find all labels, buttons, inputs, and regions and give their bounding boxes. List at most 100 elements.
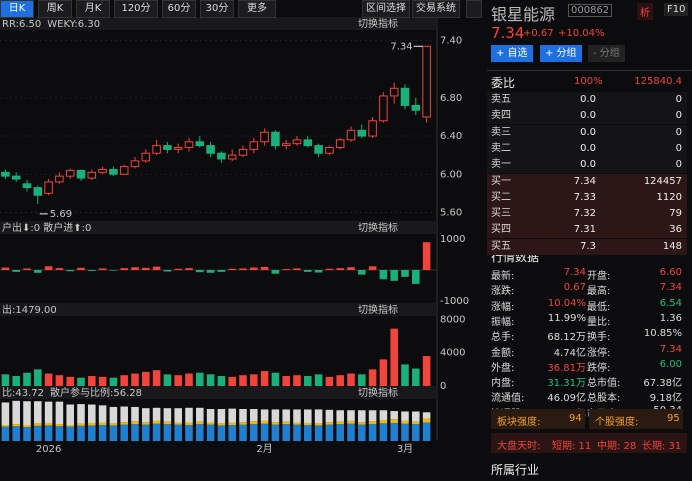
flow-bar (314, 270, 323, 273)
tool-button[interactable]: 交易系统 (412, 0, 460, 18)
ratio-segment (282, 424, 290, 441)
volume-bar (88, 376, 96, 386)
volume-bar (1, 374, 10, 386)
strength-box (589, 409, 683, 429)
y-tick-label: 0 (440, 381, 446, 392)
tab[interactable]: 120分 (114, 0, 158, 18)
candle-body (314, 145, 323, 154)
quote-label: 开盘: (587, 271, 611, 282)
add-watch[interactable]: + 自选 (491, 45, 533, 62)
ratio-segment (293, 424, 301, 441)
analyze-button[interactable]: 析 (637, 3, 653, 20)
ratio-segment (271, 422, 280, 425)
quote-label: 最低: (587, 301, 611, 313)
candle-body (368, 120, 377, 137)
ratio-segment (422, 412, 431, 419)
switch-indicator[interactable]: 切换指标 (358, 17, 398, 30)
quote-value: 7.34 (659, 282, 682, 294)
quote-label: 流通值: (491, 393, 525, 405)
quote-value: 10.04% (547, 297, 586, 309)
volume-bar (12, 376, 20, 386)
book-row (487, 157, 687, 174)
quote-label: 最新: (491, 271, 515, 282)
quote-value: 68.12万 (547, 332, 586, 344)
ratio-segment (196, 407, 204, 422)
y-tick-label: 4000 (440, 348, 465, 359)
flow-bar (250, 267, 258, 270)
switch-indicator[interactable]: 切换指标 (358, 221, 398, 234)
tab[interactable]: 60分 (162, 0, 196, 18)
y-tick-label: 6.00 (440, 169, 462, 180)
candle-body (260, 131, 269, 143)
book-price: 7.33 (573, 191, 596, 203)
flow-bar (358, 270, 366, 275)
volume-bar (66, 376, 74, 386)
book-row (487, 238, 687, 255)
tab[interactable]: 日K (0, 0, 34, 18)
book-row (487, 206, 687, 223)
volume-bar (325, 376, 334, 386)
candle-body (249, 141, 259, 150)
ratio-segment (336, 410, 344, 422)
candle-body (346, 129, 356, 141)
ratio-segment (185, 422, 193, 426)
flow-bar (163, 270, 172, 272)
candle-body (22, 183, 32, 189)
flow-bar (66, 270, 74, 272)
low-label: 5.69 (50, 209, 72, 220)
ratio-segment (66, 425, 74, 427)
quote-value: 6.00 (659, 358, 682, 370)
candle-body (335, 139, 345, 149)
book-label: 卖二 (491, 142, 511, 154)
ratio-segment (271, 424, 280, 441)
tool-button[interactable]: 区间选择 (362, 0, 410, 18)
book-row (487, 92, 687, 108)
market-item: 长期: 31 (642, 441, 682, 452)
add-group[interactable]: + 分组 (540, 45, 582, 62)
tab[interactable]: 月K (76, 0, 110, 18)
book-price: 0.0 (580, 126, 596, 138)
ratio-segment (239, 424, 247, 441)
ratio-segment (55, 426, 64, 441)
book-volume: 1120 (656, 191, 682, 203)
chart: RR:6.50 WEKY:6.30 切换指标 5.60 6.00 6.40 6.80 7.40… (0, 17, 469, 455)
candle-body (76, 169, 86, 179)
quote-label: 换手: (587, 332, 611, 344)
flow-bar (77, 267, 85, 270)
candle-body (65, 169, 75, 177)
y-tick-label: 6.80 (440, 93, 462, 104)
ratio-segment (142, 424, 150, 441)
ratio-segment (293, 409, 301, 423)
candle-body (44, 181, 53, 194)
f10-button[interactable]: F10 (664, 3, 689, 16)
quote-value: 36.81万 (547, 362, 586, 374)
ratio-segment (401, 411, 409, 421)
ratio-segment (314, 425, 323, 441)
book-label: 买三 (491, 208, 511, 220)
ratio-segment (44, 425, 53, 441)
flow-bar (131, 267, 139, 270)
remove-group[interactable]: - 分组 (588, 45, 625, 62)
book-row (487, 173, 687, 190)
ratio-segment (77, 425, 85, 441)
strength-label: 个股强度: (595, 417, 639, 428)
book-row (487, 222, 687, 239)
ratio-segment (1, 402, 10, 426)
tab[interactable]: 更多 (238, 0, 276, 18)
ratio-segment (293, 422, 301, 425)
ratio-segment (163, 408, 172, 422)
ratio-segment (368, 410, 377, 422)
book-label: 买一 (491, 175, 511, 187)
tool-icon[interactable] (466, 0, 482, 18)
tab[interactable]: 30分 (200, 0, 234, 18)
volume-bar (390, 328, 398, 386)
tab[interactable]: 周K (38, 0, 72, 18)
switch-indicator[interactable]: 切换指标 (358, 303, 398, 316)
x-tick-label: 2月 (256, 443, 272, 455)
ratio-segment (131, 406, 139, 422)
switch-indicator[interactable]: 切换指标 (358, 386, 398, 399)
candle-body (173, 147, 183, 150)
flow-bar (206, 270, 215, 273)
volume-bar (152, 370, 161, 386)
